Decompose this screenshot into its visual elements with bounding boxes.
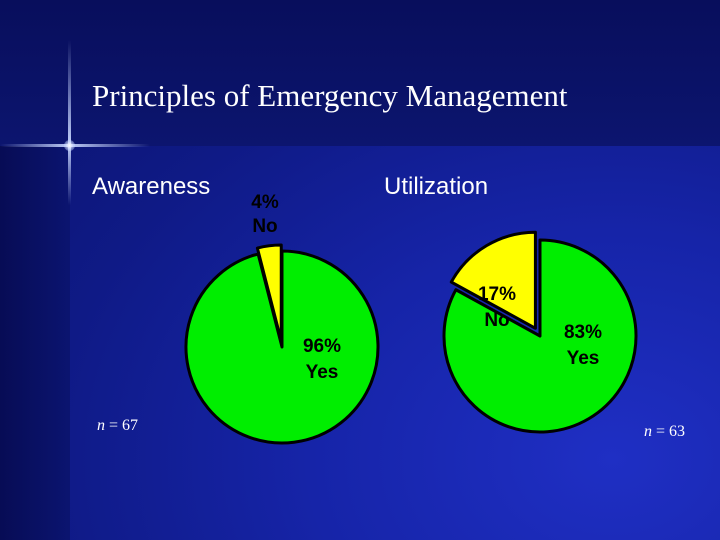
awareness-sample-size: n = 67 bbox=[97, 417, 138, 435]
sparkle-horizontal-ray bbox=[0, 144, 150, 147]
utilization-label-no: 17% No bbox=[478, 284, 516, 331]
slice-category: Yes bbox=[567, 348, 600, 369]
slice-percent: 4% bbox=[251, 192, 279, 213]
utilization-chart-title: Utilization bbox=[384, 173, 489, 200]
awareness-chart-title: Awareness bbox=[92, 173, 211, 200]
sample-size-symbol: n bbox=[644, 423, 652, 440]
utilization-label-yes: 83% Yes bbox=[564, 322, 602, 369]
slice-percent: 96% bbox=[303, 336, 341, 357]
slice-category: Yes bbox=[306, 362, 339, 383]
background-top-band bbox=[0, 0, 720, 146]
awareness-label-yes: 96% Yes bbox=[303, 336, 341, 383]
utilization-slice-no bbox=[449, 230, 537, 330]
sparkle-vertical-ray bbox=[68, 40, 71, 205]
slice-category: No bbox=[484, 310, 509, 331]
slide-title: Principles of Emergency Management bbox=[92, 78, 568, 113]
slice-category: No bbox=[252, 216, 277, 237]
sample-size-value: = 67 bbox=[109, 417, 139, 434]
awareness-label-no: 4% No bbox=[251, 192, 279, 237]
sparkle-icon bbox=[64, 140, 75, 151]
sample-size-symbol: n bbox=[97, 417, 105, 434]
utilization-sample-size: n = 63 bbox=[644, 423, 685, 441]
slice-percent: 83% bbox=[564, 322, 602, 343]
awareness-slice-yes bbox=[184, 249, 380, 445]
slice-percent: 17% bbox=[478, 284, 516, 305]
utilization-slice-yes bbox=[442, 238, 638, 434]
sample-size-value: = 63 bbox=[656, 423, 686, 440]
